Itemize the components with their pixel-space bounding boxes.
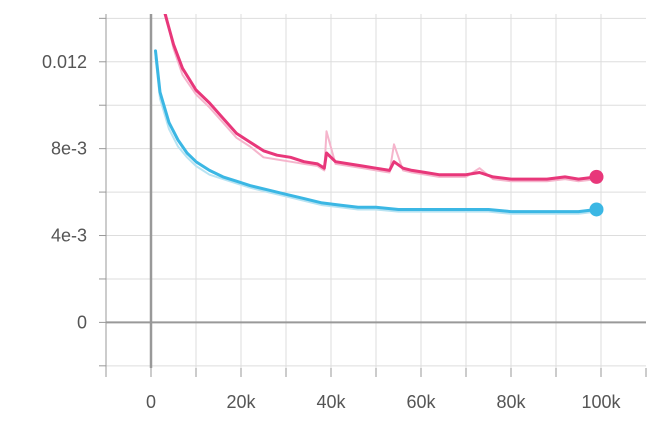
series-layer [154,14,598,215]
x-tick-label: 20k [226,392,256,412]
series-1-raw-line [164,14,597,183]
x-tick-label: 60k [406,392,436,412]
y-tick-label: 4e-3 [51,226,87,246]
series-2-raw-line [154,57,597,215]
end-markers [589,169,604,217]
series-1-end-marker [589,169,604,184]
series-1-line [163,14,598,181]
x-tick-label: 0 [146,392,156,412]
x-tick-label: 40k [316,392,346,412]
y-tick-label: 0 [77,312,87,332]
series-2-line [154,49,598,214]
y-tick-label: 8e-3 [51,139,87,159]
grid-lines [106,14,646,368]
x-tick-label: 80k [496,392,526,412]
tick-labels: 0 20k 40k 60k 80k 100k 0 4e-3 8e-3 0.012 [42,52,622,412]
series-2-end-marker [589,202,604,217]
x-tick-label: 100k [581,392,621,412]
axes [105,14,646,368]
tick-marks [99,17,647,377]
y-tick-label: 0.012 [42,52,87,72]
